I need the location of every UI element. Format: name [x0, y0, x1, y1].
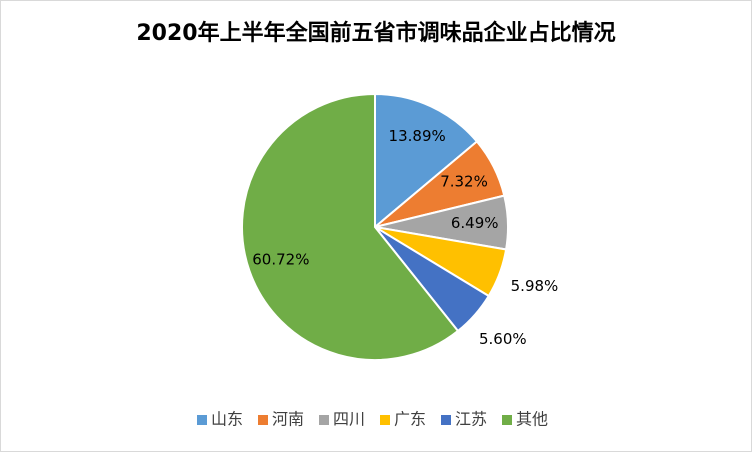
legend-swatch: [197, 415, 207, 425]
chart-title: 2020年上半年全国前五省市调味品企业占比情况: [136, 20, 615, 46]
legend-label: 四川: [333, 410, 365, 429]
data-label: 13.89%: [389, 127, 446, 145]
data-label: 5.98%: [511, 277, 559, 295]
pie-slice: [241, 92, 460, 361]
legend-swatch: [380, 415, 390, 425]
legend-swatch: [502, 415, 512, 425]
data-label: 6.49%: [451, 214, 499, 232]
legend-label: 山东: [211, 410, 243, 429]
legend-swatch: [258, 415, 268, 425]
legend-swatch: [441, 415, 451, 425]
legend-label: 江苏: [455, 410, 487, 429]
pie-slice: [374, 92, 479, 230]
legend-label: 其他: [516, 410, 548, 429]
legend-label: 广东: [394, 410, 426, 429]
legend-label: 河南: [272, 410, 304, 429]
legend-swatch: [319, 415, 329, 425]
data-label: 7.32%: [440, 172, 488, 190]
data-label: 5.60%: [479, 330, 527, 348]
data-label: 60.72%: [252, 250, 309, 268]
